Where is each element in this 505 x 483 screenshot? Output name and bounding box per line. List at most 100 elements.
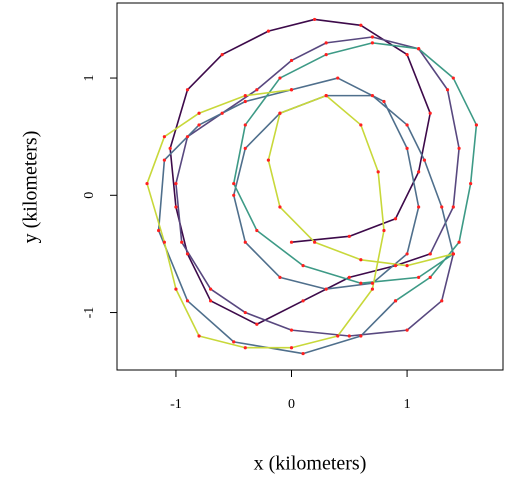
observation [185,252,190,256]
observation [417,170,421,174]
observation [324,41,328,45]
observation [428,111,432,115]
observation [255,88,259,92]
observation [289,88,294,92]
observation [382,228,386,233]
observation [417,275,421,279]
observation [359,281,363,285]
observation [255,322,259,326]
observation [469,181,473,186]
observation [289,346,294,350]
observation [359,23,363,27]
observation [405,146,409,150]
observation [266,29,270,33]
observation [168,146,172,150]
y-tick-label: 0 [82,192,97,199]
trajectory [146,88,454,349]
observation [174,181,178,186]
observation [457,240,461,244]
observation [428,252,432,256]
observation [359,123,363,127]
observation [301,299,305,303]
observation [185,88,190,92]
observation [243,240,247,244]
observation [393,217,398,221]
observation [359,258,363,262]
trajectory [232,42,478,302]
observation [255,228,259,233]
observation [457,146,461,150]
observation [209,287,213,291]
observation [359,334,363,338]
observation [405,52,409,57]
observation [474,123,479,127]
observation [185,135,190,139]
trajectory [169,18,431,326]
observation [301,264,305,268]
observation [243,146,247,150]
trajectory [175,36,460,337]
observation [289,58,294,63]
observation [428,275,432,279]
observation [278,205,282,209]
observation [220,52,224,57]
observation [162,240,166,244]
observation [157,228,161,233]
observation [445,88,450,92]
observation [243,99,247,104]
observation [347,275,351,279]
observation [451,252,455,256]
y-tick-label: -1 [82,307,97,319]
observation [278,111,282,115]
observation [324,94,328,98]
observation [243,346,247,350]
observation [197,334,201,338]
observation [278,76,282,80]
observation [220,111,224,115]
observation [174,287,178,291]
observation [232,340,236,344]
observation [174,205,178,209]
observation [370,41,375,45]
observation [185,299,190,303]
y-tick-label: 1 [82,75,97,82]
observation [266,158,270,162]
x-axis-title: x (kilometers) [254,453,367,475]
observation [393,264,398,268]
observation [324,287,328,291]
observation [324,52,328,57]
observation [162,158,166,162]
observation [451,205,455,209]
observation [243,310,247,315]
observation [405,328,409,332]
observation [440,299,444,303]
observation [451,76,455,80]
observation [336,76,340,80]
observation [336,334,340,338]
observation [422,158,427,162]
observation [162,135,166,139]
observation [370,94,375,98]
observation [232,193,236,197]
x-tick-label: -1 [170,397,182,412]
observation [232,181,236,186]
observation [197,111,201,115]
observation [417,47,421,51]
observation [197,123,201,127]
plot-box [116,2,504,371]
x-tick-label: 1 [404,397,411,412]
observation [370,287,375,291]
observation [278,275,282,279]
observation [370,281,375,285]
observation [209,299,213,303]
observation [301,351,305,356]
observation [405,264,409,268]
observation [243,123,247,127]
observation [405,252,409,256]
observation [289,328,294,332]
observation [313,17,317,22]
observation [347,234,351,238]
y-axis-title: y (kilometers) [20,131,42,244]
observation [376,170,380,174]
